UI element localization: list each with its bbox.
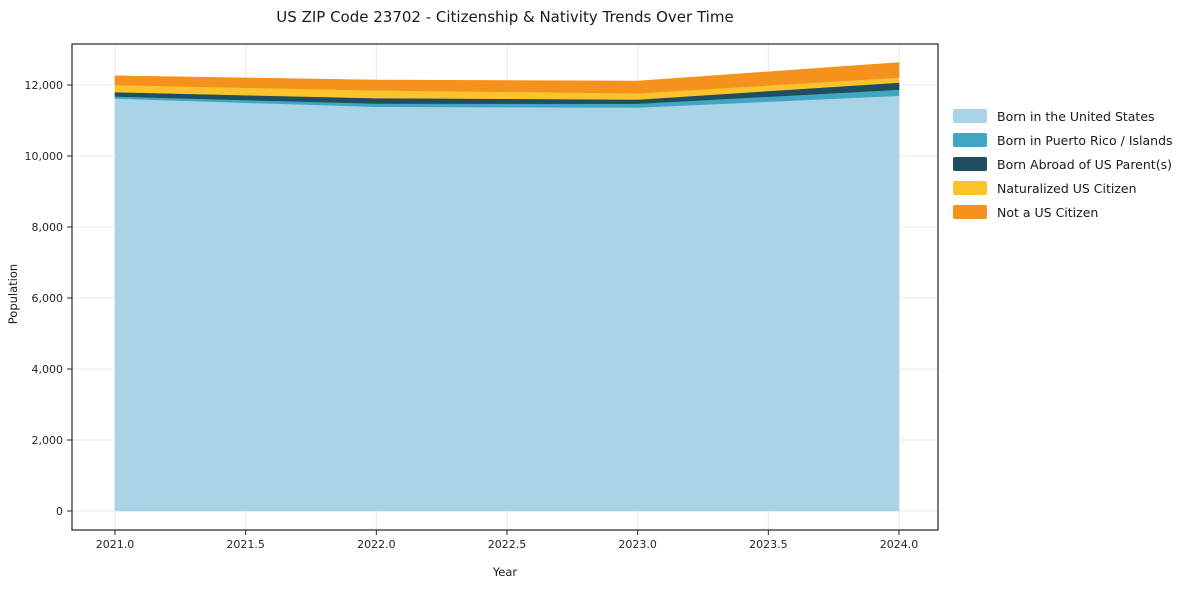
y-tick-label: 6,000 [32, 292, 64, 305]
y-tick-label: 2,000 [32, 434, 64, 447]
x-tick-label: 2022.5 [488, 538, 527, 551]
legend-item: Born in Puerto Rico / Islands [953, 128, 1173, 152]
x-tick-label: 2021.5 [226, 538, 265, 551]
plot-frame [71, 43, 939, 531]
x-tick-label: 2023.5 [749, 538, 788, 551]
legend-item: Naturalized US Citizen [953, 176, 1173, 200]
legend-swatch-born-us [953, 109, 987, 123]
x-tick-label: 2023.0 [618, 538, 657, 551]
x-tick-label: 2024.0 [880, 538, 919, 551]
legend-swatch-not-citizen [953, 205, 987, 219]
legend-item: Born in the United States [953, 104, 1173, 128]
y-tick-label: 4,000 [32, 363, 64, 376]
area-not-a-us-citizen [114, 62, 900, 94]
legend-item: Born Abroad of US Parent(s) [953, 152, 1173, 176]
legend-item: Not a US Citizen [953, 200, 1173, 224]
legend-label: Born in the United States [997, 108, 1155, 124]
legend-swatch-born-pr [953, 133, 987, 147]
area-born-in-the-united-states [114, 95, 900, 512]
y-axis-label: Population [6, 263, 20, 325]
y-tick-label: 10,000 [25, 150, 64, 163]
y-tick-label: 0 [56, 505, 63, 518]
legend-label: Born Abroad of US Parent(s) [997, 156, 1172, 172]
x-axis-label: Year [492, 565, 518, 579]
legend-swatch-born-abroad [953, 157, 987, 171]
legend-label: Born in Puerto Rico / Islands [997, 132, 1173, 148]
x-tick-label: 2021.0 [96, 538, 135, 551]
y-tick-label: 12,000 [25, 79, 64, 92]
legend-label: Not a US Citizen [997, 204, 1099, 220]
x-tick-label: 2022.0 [357, 538, 396, 551]
legend-label: Naturalized US Citizen [997, 180, 1137, 196]
y-tick-label: 8,000 [32, 221, 64, 234]
chart-title: US ZIP Code 23702 - Citizenship & Nativi… [276, 8, 734, 26]
legend-swatch-naturalized [953, 181, 987, 195]
legend: Born in the United States Born in Puerto… [953, 104, 1173, 224]
